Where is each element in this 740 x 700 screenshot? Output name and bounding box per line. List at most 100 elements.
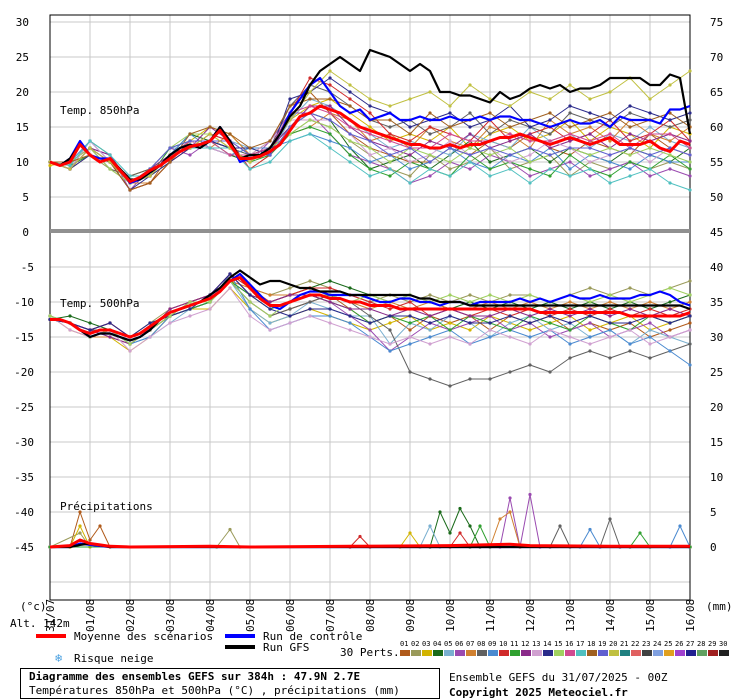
member-point — [608, 139, 612, 143]
member-point — [208, 146, 212, 150]
member-point — [308, 97, 312, 101]
member-point — [428, 153, 432, 157]
left-tick-label: -15 — [14, 331, 34, 344]
member-point — [88, 321, 92, 325]
member-point — [608, 328, 612, 332]
member-point — [488, 146, 492, 150]
member-point — [368, 321, 372, 325]
perturbation-number: 24 — [653, 640, 662, 648]
x-tick-label: 06/08 — [284, 599, 297, 632]
member-point — [568, 132, 572, 136]
right-tick-label: 70 — [710, 51, 723, 64]
member-point — [388, 349, 392, 353]
member-point — [588, 125, 592, 129]
member-point — [188, 153, 192, 157]
member-point — [668, 321, 672, 325]
member-point — [438, 510, 442, 514]
perturbation-swatch: 11 — [510, 640, 521, 656]
member-point — [548, 328, 552, 332]
member-point — [548, 307, 552, 311]
member-point — [548, 153, 552, 157]
member-point — [488, 328, 492, 332]
member-point — [148, 181, 152, 185]
perturbation-number: 11 — [510, 640, 519, 648]
member-point — [448, 111, 452, 115]
member-point — [448, 314, 452, 318]
x-tick-label: 04/08 — [204, 599, 217, 632]
member-point — [68, 163, 72, 168]
member-point — [568, 160, 572, 164]
member-point — [548, 314, 552, 318]
member-point — [388, 125, 392, 129]
perturbation-number: 08 — [477, 640, 486, 648]
perturbation-color — [664, 650, 674, 656]
left-tick-label: 20 — [16, 86, 29, 99]
member-point — [688, 293, 692, 297]
member-point — [428, 160, 432, 164]
member-point — [88, 328, 92, 332]
member-point — [458, 506, 462, 511]
member-point — [508, 335, 512, 339]
perturbation-swatch: 09 — [488, 640, 499, 656]
member-point — [688, 118, 692, 122]
member-point — [648, 335, 652, 339]
perturbation-color — [521, 650, 531, 656]
member-point — [328, 146, 332, 150]
perturbation-color — [675, 650, 685, 656]
member-point — [468, 146, 472, 150]
perturbation-swatch: 30 — [719, 640, 730, 656]
member-point — [528, 492, 532, 497]
member-point — [188, 300, 192, 304]
snow-icon: ❄ — [55, 651, 63, 665]
member-point — [528, 328, 532, 332]
member-point — [248, 314, 252, 318]
member-point — [248, 146, 252, 150]
perturbation-swatch: 27 — [686, 640, 697, 656]
member-point — [608, 146, 612, 150]
mean-line — [49, 538, 690, 549]
member-point — [348, 160, 352, 164]
member-point — [428, 335, 432, 339]
member-point — [328, 83, 332, 87]
member-point — [508, 153, 512, 157]
member-point — [208, 307, 212, 311]
member-point — [368, 97, 372, 101]
member-point — [668, 328, 672, 332]
member-point — [548, 111, 552, 115]
member-point — [308, 104, 312, 108]
member-point — [588, 286, 592, 290]
member-point — [78, 524, 82, 528]
x-tick-label: 03/08 — [164, 599, 177, 632]
member-point — [628, 321, 632, 325]
member-point — [628, 300, 632, 304]
member-point — [468, 153, 472, 157]
panel-separator — [50, 229, 690, 233]
member-point — [458, 531, 462, 535]
member-point — [488, 125, 492, 129]
member-point — [428, 174, 432, 178]
member-point — [288, 314, 292, 318]
member-point — [588, 160, 592, 164]
perturbation-number: 04 — [433, 640, 442, 648]
left-tick-label: -10 — [14, 296, 34, 309]
member-point — [268, 139, 272, 143]
member-point — [348, 307, 352, 311]
member-point — [488, 377, 492, 381]
member-point — [588, 118, 592, 122]
member-point — [328, 132, 332, 136]
right-tick-label: 50 — [710, 191, 723, 204]
member-point — [408, 321, 412, 325]
member-point — [448, 146, 452, 150]
right-unit: (mm) — [706, 600, 733, 613]
member-point — [628, 342, 632, 346]
member-point — [628, 160, 632, 164]
member-point — [408, 300, 412, 304]
member-point — [668, 118, 672, 122]
member-point — [288, 104, 292, 108]
member-point — [328, 69, 332, 73]
member-point — [488, 160, 492, 164]
left-tick-label: -35 — [14, 471, 34, 484]
member-point — [508, 167, 512, 171]
member-point — [408, 335, 412, 339]
perturbation-number: 16 — [565, 640, 574, 648]
